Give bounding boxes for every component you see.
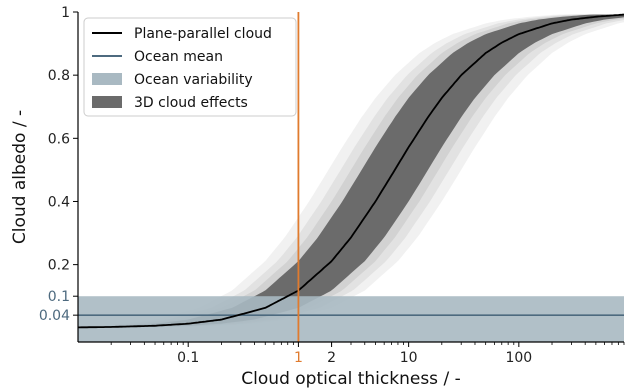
legend: Plane-parallel cloud Ocean mean Ocean vari… — [83, 17, 297, 117]
legend-entry: Ocean variability — [134, 72, 253, 88]
cloud-effects-halo — [78, 14, 624, 328]
x-ticks: 0.1 1 2 10 100 — [110, 342, 625, 366]
legend-entry: 3D cloud effects — [134, 95, 248, 111]
y-tick-label: 0.2 — [48, 258, 70, 274]
y-tick-label: 0.6 — [48, 131, 70, 147]
cloud-effects-halo — [78, 14, 624, 328]
y-tick-label: 0.1 — [48, 289, 70, 305]
y-tick-label: 0.04 — [39, 308, 70, 324]
legend-entry: Plane-parallel cloud — [134, 26, 272, 42]
legend-entry: Ocean mean — [134, 49, 223, 65]
legend-frame — [83, 17, 297, 117]
y-axis-label: Cloud albedo / - — [10, 110, 30, 244]
legend-swatch — [92, 96, 122, 108]
y-tick-label: 0.8 — [48, 68, 70, 84]
ocean-variability-band — [78, 296, 624, 342]
x-tick-label: 2 — [327, 350, 336, 366]
y-ticks: 0.04 0.1 0.2 0.4 0.6 0.8 1 — [39, 5, 78, 324]
cloud-effects-halo — [78, 14, 624, 328]
y-tick-label: 1 — [61, 5, 70, 21]
plane-parallel-curve — [78, 13, 624, 329]
x-tick-label: 1 — [294, 350, 303, 366]
y-tick-label: 0.4 — [48, 194, 70, 210]
plot-area — [78, 12, 624, 342]
x-tick-label: 10 — [400, 350, 418, 366]
x-tick-label: 0.1 — [177, 350, 199, 366]
legend-swatch — [92, 73, 122, 85]
cloud-effects-band — [78, 14, 624, 328]
x-tick-label: 100 — [505, 350, 532, 366]
x-axis-label: Cloud optical thickness / - — [241, 369, 460, 389]
